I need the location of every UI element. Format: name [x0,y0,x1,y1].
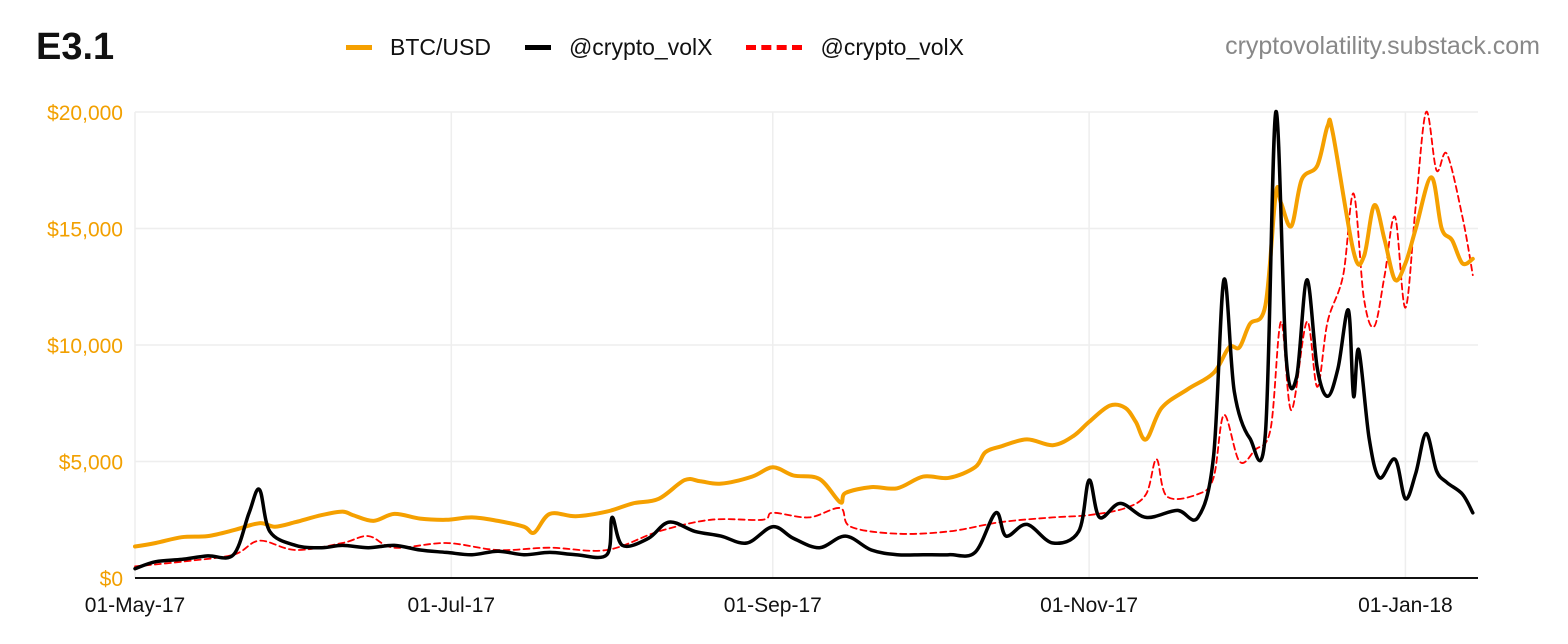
x-tick-label: 01-Sep-17 [724,594,822,617]
legend-item-vol-red: @crypto_volX [746,34,964,61]
series-line-btc [133,117,1475,549]
legend-swatch-btc [346,45,372,50]
x-tick-label: 01-May-17 [85,594,185,617]
x-tick-label: 01-Jan-18 [1358,594,1453,617]
y-tick-label: $15,000 [47,219,123,242]
y-tick-label: $20,000 [47,102,123,125]
grid-layer [134,111,1478,578]
x-tick-label: 01-Nov-17 [1040,594,1138,617]
legend-swatch-vol-black [524,45,551,50]
legend-label-vol-black: @crypto_volX [568,34,713,60]
chart-legend: BTC/USD @crypto_volX @crypto_volX [346,34,998,61]
y-tick-label: $10,000 [47,335,123,358]
source-label: cryptovolatility.substack.com [1225,32,1540,60]
tick-layer: $0 $5,000 $10,000 $15,000 $20,000 01-May-17 01… [47,102,1453,617]
series-layer [133,110,1475,571]
x-tick-label: 01-Jul-17 [408,594,496,617]
chart-title: E3.1 [36,26,115,68]
legend-swatch-vol-red [746,45,803,50]
legend-label-vol-red: @crypto_volX [820,34,964,60]
legend-item-btc: BTC/USD [346,34,491,61]
legend-item-vol-black: @crypto_volX [524,34,713,61]
y-tick-label: $0 [100,568,123,591]
legend-label-btc: BTC/USD [390,34,491,60]
y-tick-label: $5,000 [59,452,123,475]
series-line-vol-black [133,110,1475,571]
